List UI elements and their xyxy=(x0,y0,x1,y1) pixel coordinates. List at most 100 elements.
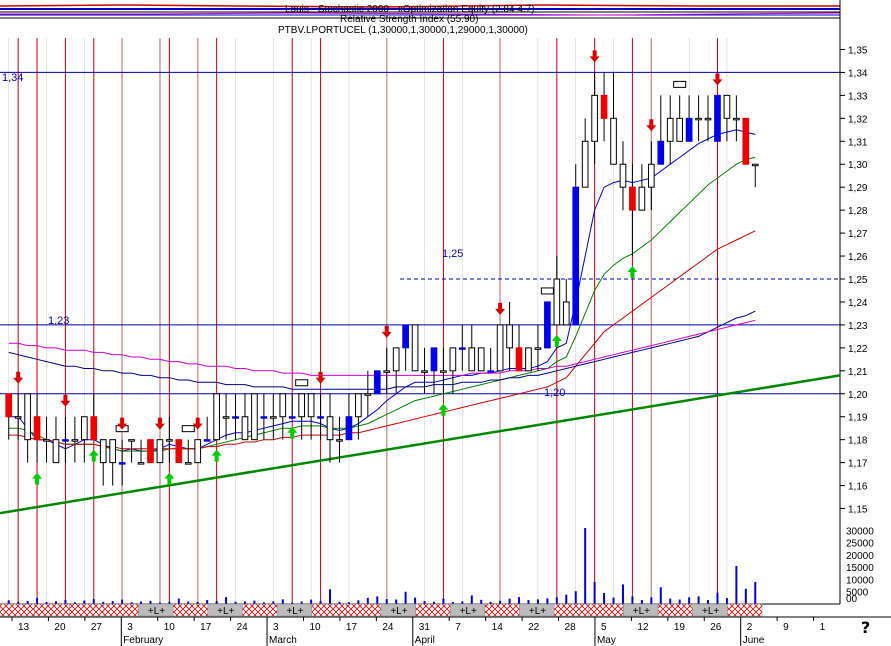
sell-arrow xyxy=(589,50,600,63)
sell-arrow xyxy=(315,371,326,384)
band-segment xyxy=(346,603,382,617)
header-line2: Relative Strength Index (55.90) xyxy=(340,14,478,25)
x-tick-label: 31 xyxy=(419,622,431,633)
price-bar-body xyxy=(430,347,438,372)
x-tick-label: 27 xyxy=(91,622,103,633)
moving-average-magenta xyxy=(8,319,756,376)
month-label: May xyxy=(597,635,616,646)
x-tick-label: 3 xyxy=(127,622,133,633)
price-bar-body xyxy=(213,393,220,441)
sell-arrow xyxy=(381,325,392,338)
price-tick-label: 1,20 xyxy=(848,390,868,401)
price-bar-body xyxy=(184,462,192,465)
price-bar-body xyxy=(137,462,145,465)
price-tick-label: 1,34 xyxy=(848,68,868,79)
price-bar-body xyxy=(62,439,69,442)
month-label: June xyxy=(743,635,765,646)
band-segment xyxy=(103,603,139,617)
price-bar-body xyxy=(279,393,287,418)
price-bar-body xyxy=(326,416,334,441)
price-bar-body xyxy=(317,416,324,419)
price-bar-body xyxy=(241,416,249,441)
moving-average-red xyxy=(8,230,756,450)
price-bar-body xyxy=(477,347,485,372)
buy-arrow xyxy=(211,449,222,462)
price-bar-body xyxy=(685,117,693,142)
price-tick-label: 1,19 xyxy=(848,413,868,424)
price-bar-body xyxy=(600,94,608,119)
band-label: +L+ xyxy=(460,606,477,617)
price-bar-body xyxy=(666,117,674,142)
volume-tick-label: 10000 xyxy=(846,575,874,586)
price-tick-label: 1,29 xyxy=(848,183,868,194)
price-bar-body xyxy=(468,347,476,372)
sell-arrow xyxy=(192,417,203,430)
price-bar-body xyxy=(676,117,684,142)
month-label: March xyxy=(269,635,297,646)
band-segment xyxy=(588,603,624,617)
price-bar-body xyxy=(411,324,419,372)
price-bar-body xyxy=(99,439,107,464)
sell-arrow xyxy=(117,417,128,430)
price-bar-body xyxy=(166,439,173,442)
price-bar-body xyxy=(572,186,580,326)
box-marker xyxy=(673,80,687,88)
x-tick-label: 7 xyxy=(455,622,461,633)
price-bar-body xyxy=(714,94,721,142)
box-marker xyxy=(181,425,195,433)
level-label-mid: 1,25 xyxy=(442,248,463,260)
x-tick-label: 24 xyxy=(237,622,249,633)
help-icon[interactable]: ? xyxy=(861,618,871,637)
sell-arrow xyxy=(712,73,723,86)
indicator-strip xyxy=(0,4,841,19)
signal-arrows xyxy=(13,50,723,485)
price-bar-body xyxy=(90,416,98,441)
price-bar-body xyxy=(638,186,646,211)
price-bar-body xyxy=(222,416,230,419)
price-bar-body xyxy=(24,393,31,441)
band-segment xyxy=(0,603,35,617)
moving-average-green xyxy=(8,156,756,452)
x-tick-label: 22 xyxy=(528,622,540,633)
price-bar-body xyxy=(629,186,636,211)
band-label: +L+ xyxy=(633,606,650,617)
price-bar-body xyxy=(458,347,466,350)
level-label-top: 1,34 xyxy=(2,72,23,84)
status-band: +L+ +L+ +L+ +L+ +L+ +L+ +L+ +L+ xyxy=(0,603,763,617)
x-tick-label: 17 xyxy=(200,622,212,633)
band-label: +L+ xyxy=(529,606,546,617)
price-bar-body xyxy=(43,439,50,442)
price-bar-body xyxy=(232,416,239,419)
price-bar-body xyxy=(544,301,551,349)
price-tick-label: 1,23 xyxy=(848,321,868,332)
volume-tick-label: 25000 xyxy=(846,539,874,550)
x-tick-label: 13 xyxy=(18,622,30,633)
price-tick-label: 1,28 xyxy=(848,206,868,217)
price-bar-body xyxy=(383,370,391,373)
price-bar-body xyxy=(449,347,457,372)
x-tick-label: 20 xyxy=(54,622,66,633)
volume-tick-label: 00 xyxy=(846,594,858,605)
level-label-low: 1,20 xyxy=(544,387,565,399)
price-tick-label: 1,17 xyxy=(848,459,868,470)
price-bar-body xyxy=(392,347,400,372)
x-tick-label: 24 xyxy=(382,622,394,633)
price-bar-body xyxy=(591,94,598,142)
band-segment xyxy=(657,603,693,617)
price-bar-body xyxy=(128,439,135,442)
sell-arrow xyxy=(13,371,24,384)
sell-arrow xyxy=(495,302,506,315)
price-bar-body xyxy=(288,416,296,419)
price-bar-body xyxy=(695,117,702,121)
price-bar-body xyxy=(355,393,362,418)
price-bar-body xyxy=(562,301,570,326)
price-bar-body xyxy=(14,416,22,419)
price-bar-body xyxy=(194,439,202,464)
volume-tick-label: 5000 xyxy=(846,588,869,599)
trend-line xyxy=(0,374,841,515)
x-tick-label: 1 xyxy=(820,622,826,633)
level-label-left: 1,23 xyxy=(48,315,69,327)
price-bar-body xyxy=(336,439,343,442)
sell-arrow xyxy=(154,417,165,430)
price-bar-body xyxy=(421,370,428,373)
